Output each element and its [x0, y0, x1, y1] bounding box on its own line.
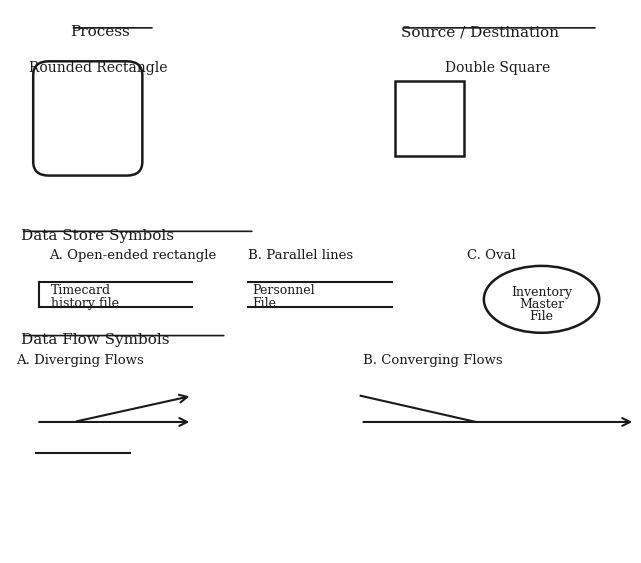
- Text: Inventory: Inventory: [511, 286, 572, 299]
- Text: history file: history file: [51, 297, 119, 310]
- Text: Timecard: Timecard: [51, 284, 111, 297]
- Text: Rounded Rectangle: Rounded Rectangle: [29, 61, 168, 75]
- Text: Double Square: Double Square: [445, 61, 551, 75]
- Text: Personnel: Personnel: [253, 284, 315, 297]
- Text: Data Store Symbols: Data Store Symbols: [21, 229, 174, 243]
- Bar: [395, 81, 463, 156]
- Text: A. Open-ended rectangle: A. Open-ended rectangle: [49, 249, 216, 262]
- Text: Source / Destination: Source / Destination: [401, 25, 559, 39]
- Text: Master: Master: [519, 298, 564, 311]
- Text: B. Converging Flows: B. Converging Flows: [363, 354, 502, 367]
- Text: File: File: [253, 297, 277, 310]
- Text: B. Parallel lines: B. Parallel lines: [249, 249, 354, 262]
- Text: Data Flow Symbols: Data Flow Symbols: [21, 333, 169, 347]
- Text: Process: Process: [71, 25, 130, 39]
- Text: C. Oval: C. Oval: [467, 249, 515, 262]
- Text: File: File: [529, 310, 554, 324]
- Text: A. Diverging Flows: A. Diverging Flows: [16, 354, 144, 367]
